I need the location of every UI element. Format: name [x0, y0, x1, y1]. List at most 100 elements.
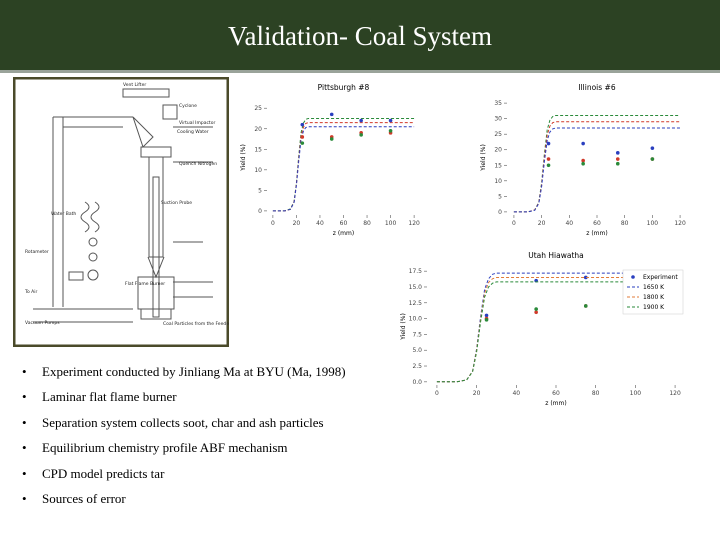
y-tick-label: 35 — [494, 100, 502, 107]
y-tick-label: 0 — [498, 209, 502, 216]
y-axis-label: Yield (%) — [480, 144, 487, 172]
data-point — [300, 135, 305, 139]
bullet-text: Laminar flat flame burner — [42, 389, 177, 405]
model-line — [513, 127, 681, 213]
diagram-label: Water Bath — [51, 211, 76, 217]
data-point — [388, 118, 393, 123]
data-point — [650, 157, 655, 161]
y-axis-label: Yield (%) — [240, 144, 247, 172]
bullet: • Experiment conducted by Jinliang Ma at … — [22, 364, 346, 379]
y-tick-label: 0.0 — [412, 379, 422, 386]
chart: Illinois #6 Yield (%) z (mm) 0 5 10 15 20 25 30 35… — [480, 83, 686, 237]
diagram-label: Virtual Impactor — [179, 120, 215, 126]
bullet-list: • Experiment conducted by Jinliang Ma at … — [22, 362, 346, 514]
data-point — [329, 137, 334, 141]
chart-title: Utah Hiawatha — [528, 251, 584, 260]
data-point — [359, 118, 363, 123]
y-tick-label: 2.5 — [412, 363, 422, 370]
x-tick-label: 120 — [674, 220, 686, 227]
schematic-frame — [13, 77, 229, 347]
x-tick-label: 60 — [593, 220, 601, 227]
x-tick-label: 80 — [363, 220, 371, 227]
y-tick-label: 10 — [254, 167, 262, 174]
data-point — [581, 141, 585, 146]
x-tick-label: 20 — [293, 220, 301, 227]
data-point — [534, 310, 538, 315]
bullet: • CPD model predicts tar — [22, 465, 165, 481]
y-axis-label: Yield (%) — [400, 313, 407, 341]
chart: Pittsburgh #8 Yield (%) z (mm) 0 5 10 15 20 25 0 2… — [240, 83, 420, 237]
chart-title: Illinois #6 — [578, 83, 615, 92]
diagram-label: To Air — [24, 289, 37, 295]
diagram-label: Flat Flame Burner — [125, 281, 165, 287]
x-tick-label: 100 — [647, 220, 659, 227]
data-point — [484, 313, 489, 318]
bullet-text: Experiment conducted by Jinliang Ma at B… — [42, 364, 346, 379]
x-tick-label: 0 — [271, 220, 275, 227]
y-tick-label: 20 — [254, 126, 262, 133]
data-point — [650, 146, 655, 150]
legend-label: 1650 K — [643, 284, 665, 291]
data-point — [546, 141, 551, 146]
data-point — [484, 318, 489, 322]
y-tick-label: 5 — [258, 187, 262, 194]
y-tick-label: 15 — [254, 146, 262, 153]
legend-label: 1900 K — [643, 304, 665, 311]
x-tick-label: 60 — [340, 220, 348, 227]
data-point — [581, 158, 585, 163]
y-tick-label: 5.0 — [412, 347, 422, 354]
x-tick-label: 60 — [552, 390, 560, 397]
data-point — [546, 163, 551, 168]
model-line — [436, 277, 676, 383]
bullet: • Separation system collects soot, char a… — [22, 414, 324, 430]
y-tick-label: 25 — [254, 105, 262, 112]
schematic: Vent Lifter Cyclone Virtual Impactor Coolin… — [13, 77, 229, 347]
diagram-label: Cyclone — [179, 103, 197, 109]
model-line — [513, 121, 681, 213]
data-point — [388, 129, 393, 133]
diagram-label: Vent Lifter — [123, 82, 146, 88]
x-tick-label: 40 — [316, 220, 324, 227]
data-point — [581, 161, 585, 166]
header: Validation- Coal System — [0, 0, 720, 73]
y-tick-label: 15.0 — [409, 284, 423, 291]
bullet: • Sources of error — [22, 490, 126, 506]
bullet-text: Separation system collects soot, char an… — [42, 414, 324, 430]
x-tick-label: 100 — [630, 390, 642, 397]
charts: Pittsburgh #8 Yield (%) z (mm) 0 5 10 15 20 25 0 2… — [240, 83, 686, 407]
schematic-drawing — [33, 88, 213, 323]
y-tick-label: 20 — [494, 147, 502, 154]
data-point — [534, 307, 538, 311]
legend-label: 1800 K — [643, 294, 665, 301]
y-tick-label: 17.5 — [409, 268, 423, 275]
x-tick-label: 40 — [565, 220, 573, 227]
diagram-label: Coal Particles from the Feeder — [163, 321, 229, 327]
data-point — [359, 133, 363, 137]
y-tick-label: 25 — [494, 131, 502, 138]
bullet-text: Sources of error — [42, 490, 126, 506]
chart: Utah Hiawatha Yield (%) z (mm) 0.0 2.5 5.0 7.5… — [400, 251, 684, 407]
bullet-text: Equilibrium chemistry profile ABF mechan… — [42, 440, 288, 456]
slide-title: Validation- Coal System — [228, 21, 492, 51]
chart-title: Pittsburgh #8 — [318, 83, 370, 92]
bullet-text: CPD model predicts tar — [42, 465, 165, 481]
x-axis-label: z (mm) — [333, 230, 354, 237]
diagram-label: Cooling Water — [177, 129, 209, 135]
diagram-label: Quench Nitrogen — [179, 161, 217, 167]
y-tick-label: 7.5 — [412, 331, 422, 338]
y-tick-label: 15 — [494, 162, 502, 169]
x-tick-label: 120 — [408, 220, 420, 227]
data-point — [300, 141, 305, 145]
legend-label: Experiment — [643, 274, 678, 281]
data-point — [300, 122, 305, 127]
bullet: • Equilibrium chemistry profile ABF mecha… — [22, 440, 288, 456]
data-point — [546, 157, 551, 161]
y-tick-label: 30 — [494, 116, 502, 123]
data-point — [615, 161, 620, 166]
data-point — [615, 157, 620, 161]
y-tick-label: 12.5 — [409, 300, 423, 307]
model-line — [513, 115, 681, 213]
x-axis-label: z (mm) — [545, 400, 566, 407]
x-axis-label: z (mm) — [586, 230, 607, 237]
